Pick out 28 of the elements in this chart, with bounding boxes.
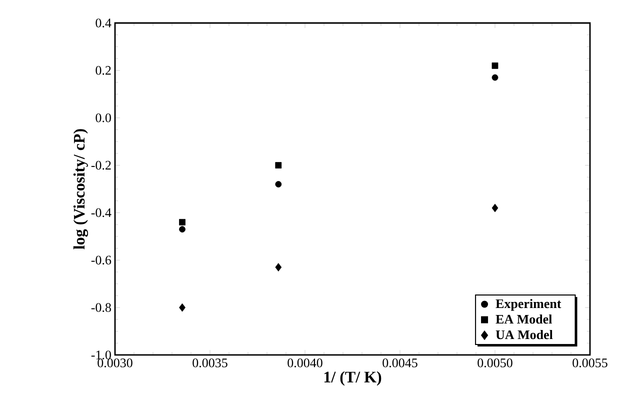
point xyxy=(179,218,186,226)
point xyxy=(275,181,282,188)
x-tick-label: 0.0030 xyxy=(98,358,132,368)
y-tick-label: -0.8 xyxy=(91,303,111,312)
legend-label: Experiment xyxy=(496,298,562,311)
point xyxy=(492,204,498,212)
y-tick-label: 0.4 xyxy=(96,18,112,28)
x-axis-title: 1/ (T/ K) xyxy=(324,371,382,386)
x-tick-label: 0.0040 xyxy=(288,358,322,368)
point xyxy=(179,303,186,312)
y-axis-title: log (Viscosity/ cP) xyxy=(73,129,88,250)
y-tick-label: -0.2 xyxy=(91,160,111,170)
point xyxy=(179,226,186,233)
x-tick-label: 0.0055 xyxy=(572,358,608,368)
point xyxy=(275,263,282,272)
point xyxy=(492,74,498,81)
x-tick-label: 0.0045 xyxy=(382,358,418,368)
y-tick-label: 0.2 xyxy=(96,66,111,75)
point xyxy=(492,62,498,69)
y-tick-label: 0.0 xyxy=(96,113,111,122)
legend-label: EA Model xyxy=(496,314,552,324)
legend-label: UA Model xyxy=(496,330,553,340)
x-tick-label: 0.0050 xyxy=(478,358,512,368)
y-tick-label: -0.6 xyxy=(91,256,112,265)
y-tick-label: -0.4 xyxy=(91,208,112,218)
y-tick-label: -1.0 xyxy=(91,350,111,360)
x-tick-label: 0.0035 xyxy=(192,358,228,368)
point xyxy=(275,162,282,168)
